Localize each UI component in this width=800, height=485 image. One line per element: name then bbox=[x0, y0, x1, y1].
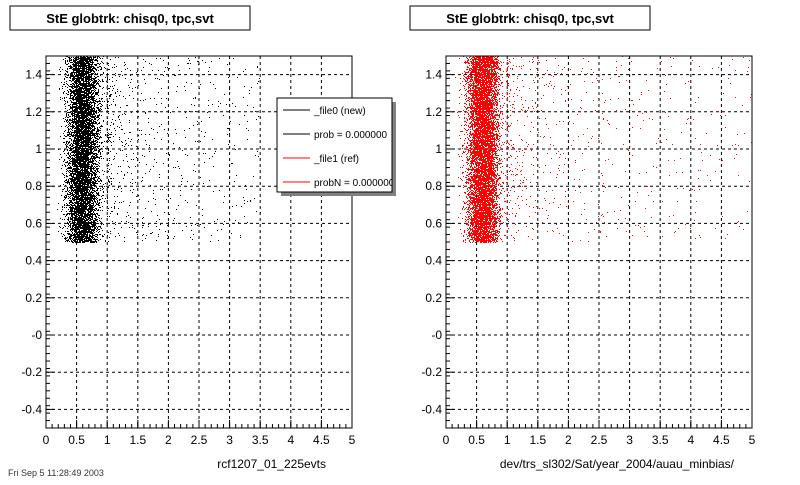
y-tick-label: 0.2 bbox=[425, 291, 442, 305]
chart-left-title-box bbox=[9, 5, 251, 31]
x-tick-label: 1 bbox=[504, 433, 511, 447]
y-tick-label: 0.6 bbox=[425, 216, 442, 230]
y-tick-label: -0.2 bbox=[421, 365, 442, 379]
y-tick-label: 0.8 bbox=[425, 179, 442, 193]
x-tick-label: 0.5 bbox=[468, 433, 485, 447]
x-tick-label: 4 bbox=[687, 433, 694, 447]
scatter-points bbox=[57, 56, 261, 243]
x-tick-label: 5 bbox=[749, 433, 756, 447]
x-tick-label: 0.5 bbox=[68, 433, 85, 447]
y-tick-label: 1.4 bbox=[425, 68, 442, 82]
legend-label: probN = 0.000000 bbox=[314, 178, 395, 189]
x-tick-label: 3 bbox=[226, 433, 233, 447]
x-tick-label: 1.5 bbox=[129, 433, 146, 447]
x-tick-label: 4.5 bbox=[313, 433, 330, 447]
legend-label: prob = 0.000000 bbox=[314, 130, 388, 141]
x-tick-label: 2.5 bbox=[591, 433, 608, 447]
chart-left-title: StE globtrk: chisq0, tpc,svt bbox=[46, 11, 214, 26]
chart-right-x-label: dev/trs_sl302/Sat/year_2004/auau_minbias… bbox=[500, 457, 735, 471]
y-tick-label: 0.6 bbox=[25, 216, 42, 230]
chart-left-points bbox=[57, 56, 261, 243]
y-tick-label: 1.4 bbox=[25, 68, 42, 82]
x-tick-label: 2.5 bbox=[191, 433, 208, 447]
chart-right-x-ticks: 0 0.5 1 1.5 2 2.5 3 3.5 4 4.5 5 bbox=[443, 420, 756, 447]
y-tick-label: 1 bbox=[435, 142, 442, 156]
legend-label: _file1 (ref) bbox=[313, 154, 359, 165]
chart-left-x-ticks: 0 0.5 1 1.5 2 2.5 3 3.5 4 4.5 5 bbox=[43, 420, 356, 447]
y-tick-label: -0 bbox=[31, 328, 42, 342]
chart-left: StE globtrk: chisq0, tpc,svt 0 0.5 1 1.5 2 2.… bbox=[9, 5, 356, 471]
x-tick-label: 3.5 bbox=[252, 433, 269, 447]
footer-date: Fri Sep 5 11:28:49 2003 bbox=[8, 468, 104, 478]
chart-left-y-ticks: -0.4 -0.2 -0 0.2 0.4 0.6 0.8 1 1.2 1.4 bbox=[21, 55, 54, 429]
y-tick-label: -0.4 bbox=[21, 402, 42, 416]
legend-box bbox=[276, 97, 393, 193]
y-tick-label: 0.8 bbox=[25, 179, 42, 193]
chart-right: StE globtrk: chisq0, tpc,svt 0 0.5 1 1.5 2 2.… bbox=[409, 5, 756, 471]
x-tick-label: 0 bbox=[43, 433, 50, 447]
x-tick-label: 1.5 bbox=[529, 433, 546, 447]
y-tick-label: 0.2 bbox=[25, 291, 42, 305]
x-tick-label: 3.5 bbox=[652, 433, 669, 447]
chart-right-title-box bbox=[409, 5, 651, 31]
x-tick-label: 2 bbox=[565, 433, 572, 447]
y-tick-label: -0 bbox=[431, 328, 442, 342]
x-tick-label: 4 bbox=[287, 433, 294, 447]
x-tick-label: 1 bbox=[104, 433, 111, 447]
x-tick-label: 4.5 bbox=[713, 433, 730, 447]
y-tick-label: -0.2 bbox=[21, 365, 42, 379]
chart-right-points bbox=[455, 56, 752, 243]
chart-left-x-label: rcf1207_01_225evts bbox=[217, 457, 326, 471]
x-tick-label: 0 bbox=[443, 433, 450, 447]
x-tick-label: 3 bbox=[626, 433, 633, 447]
scatter-points bbox=[455, 56, 752, 243]
legend: _file0 (new) prob = 0.000000 _file1 (ref) p… bbox=[276, 97, 396, 196]
x-tick-label: 2 bbox=[165, 433, 172, 447]
y-tick-label: 0.4 bbox=[425, 254, 442, 268]
legend-label: _file0 (new) bbox=[313, 106, 366, 117]
y-tick-label: 1.2 bbox=[425, 105, 442, 119]
y-tick-label: 1.2 bbox=[25, 105, 42, 119]
chart-right-title: StE globtrk: chisq0, tpc,svt bbox=[446, 11, 614, 26]
y-tick-label: 0.4 bbox=[25, 254, 42, 268]
chart-right-grid bbox=[446, 56, 752, 428]
x-tick-label: 5 bbox=[349, 433, 356, 447]
chart-right-y-ticks: -0.4 -0.2 -0 0.2 0.4 0.6 0.8 1 1.2 1.4 bbox=[421, 55, 454, 429]
y-tick-label: 1 bbox=[35, 142, 42, 156]
y-tick-label: -0.4 bbox=[421, 402, 442, 416]
